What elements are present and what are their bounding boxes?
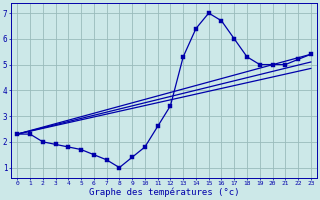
X-axis label: Graphe des températures (°c): Graphe des températures (°c) (89, 188, 239, 197)
